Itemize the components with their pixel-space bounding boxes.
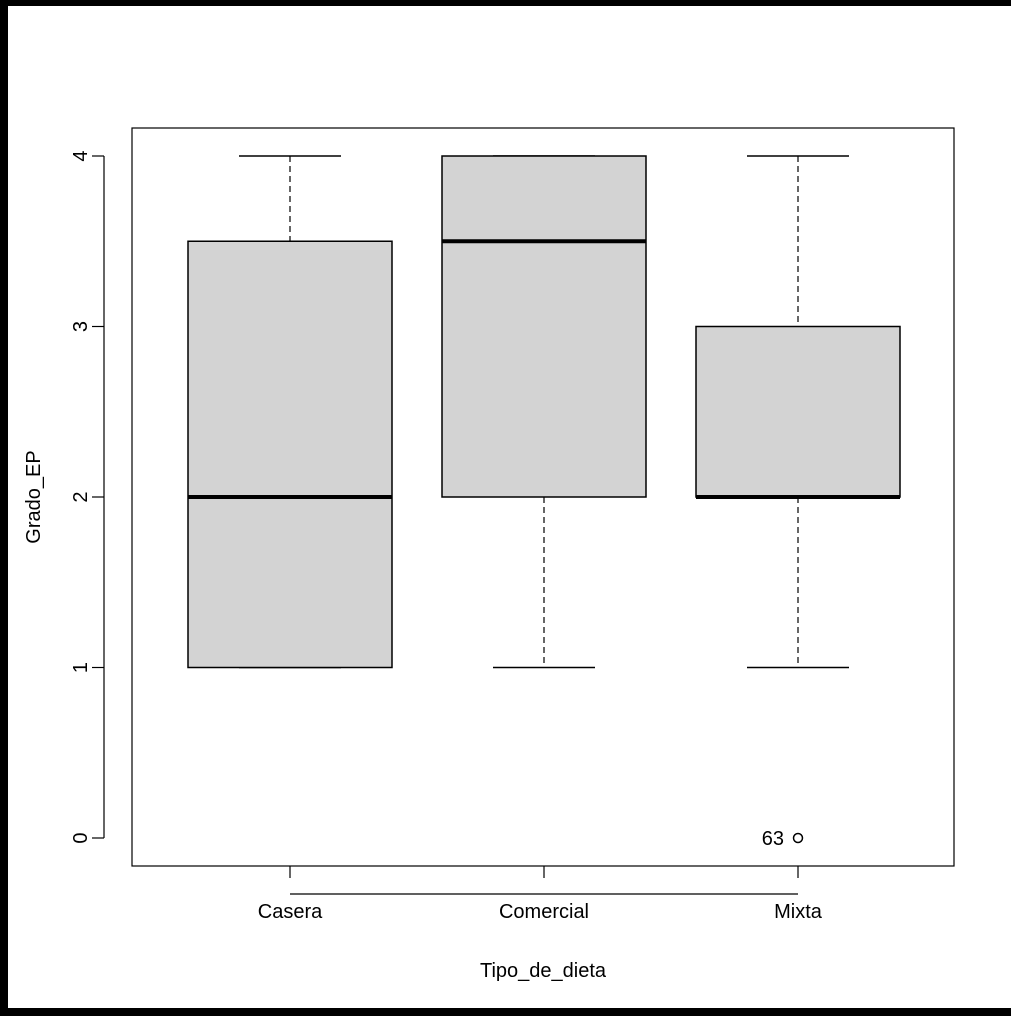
box-group-comercial	[441, 155, 647, 669]
boxes-layer: 63	[187, 155, 901, 850]
y-axis-label: Grado_EP	[23, 450, 45, 543]
y-tick-label: 3	[70, 321, 92, 332]
x-tick-label: Mixta	[774, 901, 823, 923]
x-axis-label: Tipo_de_dieta	[480, 960, 607, 982]
x-tick-label: Comercial	[499, 901, 589, 923]
box-iqr	[187, 240, 393, 669]
y-tick-label: 0	[70, 832, 92, 843]
box-group-casera	[187, 155, 393, 669]
outlier-label: 63	[762, 828, 784, 850]
y-tick-label: 4	[70, 150, 92, 161]
plot-frame	[131, 127, 955, 867]
box-group-mixta	[695, 155, 901, 669]
box-iqr	[695, 325, 901, 498]
y-tick-label: 1	[70, 662, 92, 673]
outlier-point	[792, 832, 804, 844]
x-tick-label: Casera	[258, 901, 323, 923]
box-iqr	[441, 155, 647, 498]
axes-layer: 0 1 2 3 4 Casera Comercial Mixta	[70, 150, 823, 923]
y-tick-label: 2	[70, 491, 92, 502]
